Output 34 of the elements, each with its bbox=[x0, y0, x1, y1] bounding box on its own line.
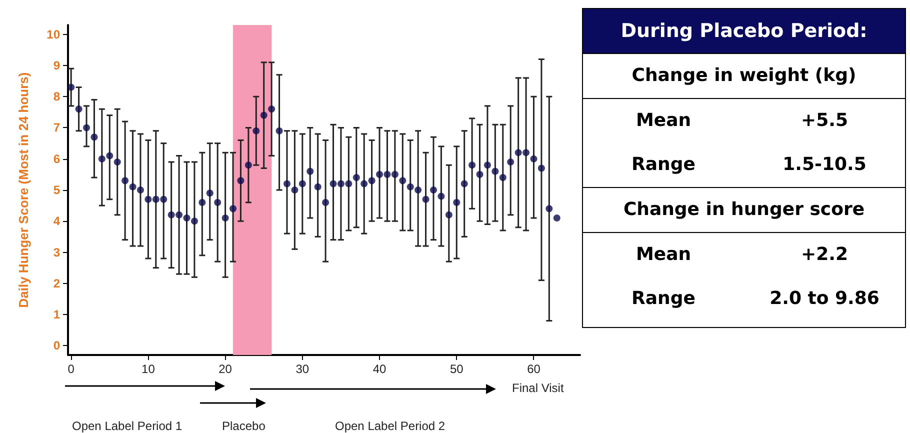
text: +5.5 bbox=[800, 109, 849, 133]
text: Change in weight (kg) bbox=[583, 53, 905, 98]
text: Open Label Period 1 bbox=[72, 419, 182, 433]
text: Open Label Period 2 bbox=[335, 419, 446, 433]
text: Final Visit bbox=[512, 381, 564, 395]
y-tick-label: 1 bbox=[53, 308, 60, 322]
x-tick-label: 20 bbox=[218, 362, 232, 376]
y-tick-label: 8 bbox=[53, 90, 60, 104]
text: 1.5-10.5 bbox=[782, 153, 868, 177]
y-tick-label: 4 bbox=[53, 214, 60, 228]
y-tick-label: 2 bbox=[53, 276, 60, 290]
text: During Placebo Period: bbox=[583, 9, 905, 53]
y-tick-label: 5 bbox=[53, 183, 60, 197]
text: Mean bbox=[634, 109, 692, 133]
y-tick-label: 0 bbox=[53, 338, 60, 353]
text: Placebo bbox=[222, 419, 266, 433]
x-tick-label: 50 bbox=[450, 362, 464, 376]
x-tick-label: 30 bbox=[296, 362, 310, 376]
x-tick-label: 10 bbox=[142, 362, 156, 376]
text: Range bbox=[630, 153, 696, 177]
y-tick-label: 3 bbox=[53, 245, 60, 260]
text: +2.2 bbox=[800, 243, 849, 267]
y-tick-label: 7 bbox=[53, 120, 60, 135]
x-tick-label: 40 bbox=[372, 362, 387, 376]
y-axis-title: Daily Hunger Score (Most in 24 hours) bbox=[16, 72, 31, 308]
y-tick-label: 6 bbox=[53, 152, 60, 166]
y-tick-label: 9 bbox=[53, 58, 60, 72]
x-tick-label: 0 bbox=[68, 362, 75, 376]
text: Change in hunger score bbox=[583, 187, 905, 232]
text: Range bbox=[630, 287, 696, 311]
text: Mean bbox=[634, 243, 692, 267]
text: 2.0 to 9.86 bbox=[768, 287, 880, 311]
x-tick-label: 60 bbox=[527, 362, 541, 376]
y-tick-label: 10 bbox=[46, 27, 60, 42]
